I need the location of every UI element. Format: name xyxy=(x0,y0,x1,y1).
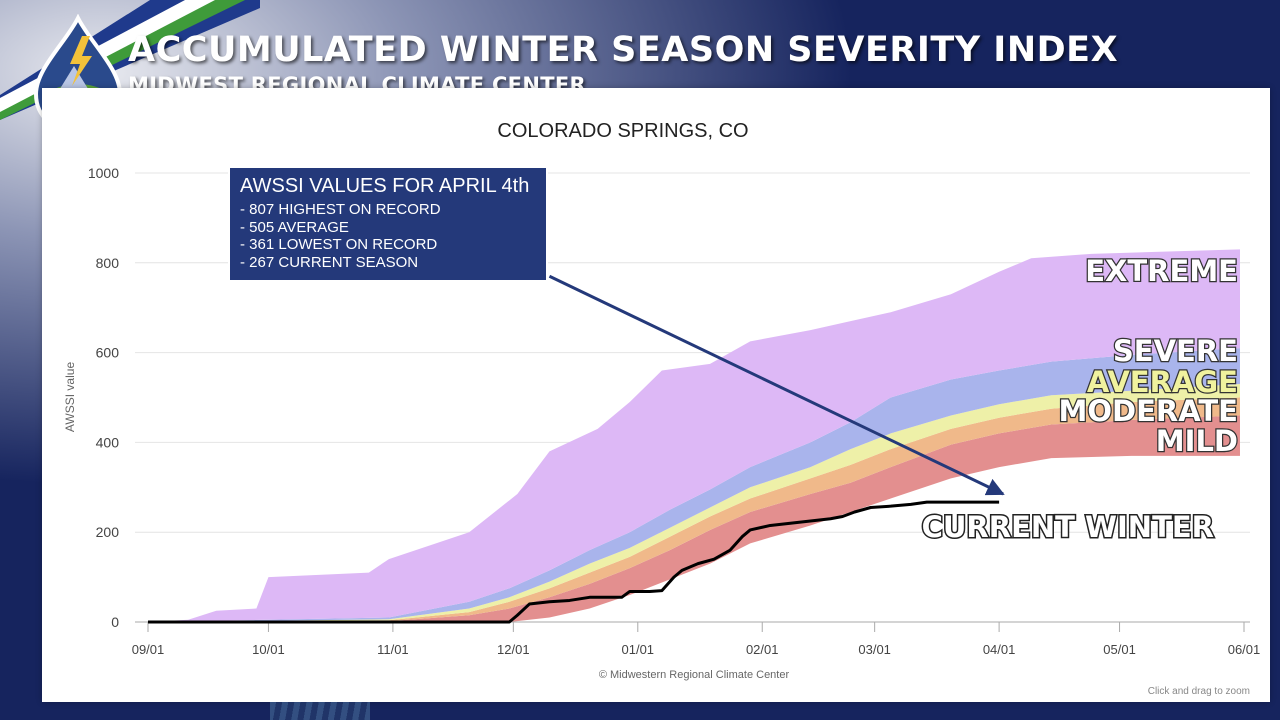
callout-line-current: - 267 CURRENT SEASON xyxy=(240,253,419,271)
band-mild xyxy=(148,415,1240,622)
current-winter-label: CURRENT WINTER xyxy=(922,510,1214,544)
zoom-hint: Click and drag to zoom xyxy=(1148,686,1250,697)
y-axis-label: AWSSI value xyxy=(63,362,77,433)
y-tick-label-800: 800 xyxy=(96,255,120,271)
x-tick-label-10-01: 10/01 xyxy=(252,642,285,657)
x-tick-label-03-01: 03/01 xyxy=(858,642,891,657)
y-tick-label-0: 0 xyxy=(111,614,119,630)
callout-line-highest: - 807 HIGHEST ON RECORD xyxy=(240,201,441,218)
band-label-average: AVERAGE xyxy=(1087,365,1238,399)
callout-arrow xyxy=(548,274,1005,496)
x-tick-label-01-01: 01/01 xyxy=(622,642,655,657)
band-label-mild: MILD xyxy=(1156,424,1238,458)
x-tick-label-06-01: 06/01 xyxy=(1228,642,1261,657)
callout-arrow-layer xyxy=(548,274,1005,496)
bottom-decoration xyxy=(270,702,370,720)
current-season-layer xyxy=(148,500,1000,624)
band-label-moderate: MODERATE xyxy=(1058,394,1238,428)
y-tick-label-600: 600 xyxy=(96,345,120,361)
current-season-line xyxy=(148,500,1000,624)
credit-text: © Midwestern Regional Climate Center xyxy=(599,669,790,681)
band-extreme xyxy=(148,249,1240,622)
band-label-severe: SEVERE xyxy=(1113,334,1238,368)
callout-line-lowest: - 361 LOWEST ON RECORD xyxy=(240,236,438,253)
x-tick-label-11-01: 11/01 xyxy=(377,642,409,657)
band-label-extreme: EXTREME xyxy=(1085,254,1238,288)
callout-box: AWSSI VALUES FOR APRIL 4th - 807 HIGHEST… xyxy=(228,166,548,282)
x-tick-label-04-01: 04/01 xyxy=(983,642,1016,657)
callout-line-average: - 505 AVERAGE xyxy=(240,218,349,236)
chart-title: COLORADO SPRINGS, CO xyxy=(497,120,748,142)
y-tick-label-400: 400 xyxy=(96,434,120,450)
x-tick-label-12-01: 12/01 xyxy=(497,642,530,657)
x-tick-label-02-01: 02/01 xyxy=(746,642,779,657)
main-title: ACCUMULATED WINTER SEASON SEVERITY INDEX xyxy=(128,30,1119,70)
severity-bands xyxy=(148,249,1240,622)
callout-title: AWSSI VALUES FOR APRIL 4th xyxy=(240,175,530,197)
band-moderate xyxy=(148,397,1240,622)
x-tick-label-09-01: 09/01 xyxy=(132,642,165,657)
y-tick-label-1000: 1000 xyxy=(88,165,119,181)
x-tick-label-05-01: 05/01 xyxy=(1103,642,1136,657)
y-tick-label-200: 200 xyxy=(96,524,120,540)
band-severe xyxy=(148,348,1240,622)
